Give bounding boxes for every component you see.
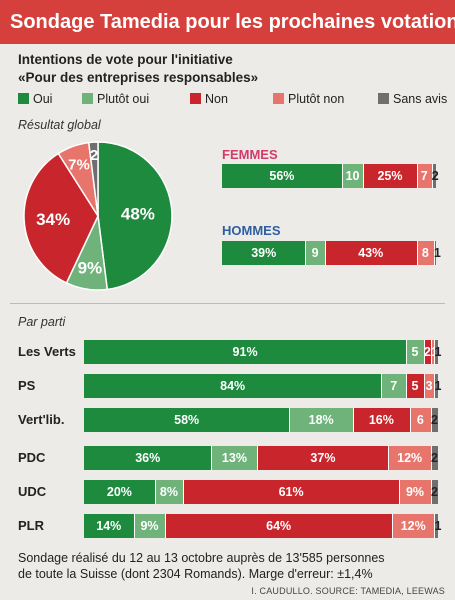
bar-segment-sans-avis: 1 [434, 340, 441, 364]
legend-item-sans-avis: Sans avis [378, 92, 447, 106]
bar-segment-sans-avis: 2 [430, 446, 438, 470]
party-label-udc: UDC [18, 484, 47, 499]
section-divider [10, 303, 445, 304]
pie-label-plutot-non: 7% [68, 156, 90, 173]
party-bar-pdc: 36% 13% 37% 12% 2 [84, 446, 444, 470]
bar-segment-plutot-non: 7 [416, 164, 432, 188]
party-label-pdc: PDC [18, 450, 46, 465]
bar-segment-oui: 20% [84, 480, 155, 504]
bar-segment-plutot-oui: 10 [341, 164, 364, 188]
bar-segment-plutot-oui: 18% [289, 408, 354, 432]
chart-title: Sondage Tamedia pour les prochaines vota… [0, 0, 455, 44]
legend-label: Sans avis [393, 92, 448, 106]
bar-segment-oui: 58% [84, 408, 290, 432]
bar-segment-non: 61% [183, 480, 400, 504]
bar-segment-oui: 84% [84, 374, 382, 398]
bar-segment-non: 16% [353, 408, 410, 432]
bar-segment-non: 37% [257, 446, 389, 470]
question-line-2: «Pour des entreprises responsables» [18, 70, 259, 85]
bar-segment-sans-avis: 2 [431, 164, 439, 188]
hommes-label: HOMMES [222, 223, 281, 238]
legend-label: Plutôt oui [97, 92, 150, 106]
party-bar-les-verts: 91%5211 [84, 340, 444, 364]
bar-segment-plutot-oui: 13% [211, 446, 258, 470]
hommes-bar: 39% 9 43% 8 1 [222, 241, 442, 265]
footnote: Sondage réalisé du 12 au 13 octobre aupr… [18, 550, 448, 582]
bar-segment-non: 25% [363, 164, 417, 188]
legend-swatch [190, 93, 201, 104]
bar-segment-sans-avis: 1 [433, 241, 441, 265]
bar-segment-non: 5 [406, 374, 424, 398]
legend-label: Oui [33, 92, 53, 106]
bar-segment-plutot-oui: 8% [154, 480, 184, 504]
global-result-label: Résultat global [18, 118, 101, 132]
bar-segment-non: 64% [165, 514, 392, 538]
bar-segment-plutot-non: 1 [430, 340, 438, 364]
legend-swatch [82, 93, 93, 104]
bar-segment-plutot-non: 9% [399, 480, 431, 504]
bar-segment-sans-avis: 1 [434, 514, 441, 538]
legend-label: Plutôt non [288, 92, 345, 106]
bar-segment-sans-avis: 2 [430, 408, 438, 432]
party-label-ps: PS [18, 378, 36, 393]
bar-segment-oui: 14% [84, 514, 134, 538]
legend-item-plutot-oui: Plutôt oui [82, 92, 149, 106]
bar-segment-sans-avis: 1 [434, 374, 441, 398]
bar-segment-sans-avis: 2 [430, 480, 438, 504]
legend-item-oui: Oui [18, 92, 52, 106]
global-pie-chart: 48% 9% 34% 7%2 [23, 141, 173, 291]
legend-label: Non [205, 92, 228, 106]
footnote-line-2: de toute la Suisse (dont 2304 Romands). … [18, 567, 373, 581]
bar-segment-oui: 56% [222, 164, 342, 188]
footnote-line-1: Sondage réalisé du 12 au 13 octobre aupr… [18, 551, 385, 565]
bar-segment-plutot-oui: 9 [305, 241, 325, 265]
party-section-label: Par parti [18, 315, 66, 329]
party-bar-udc: 20% 8% 61% 9% 2 [84, 480, 444, 504]
bar-segment-oui: 36% [84, 446, 212, 470]
bar-segment-non: 43% [324, 241, 417, 265]
legend: Oui Plutôt oui Non Plutôt non Sans avis [18, 92, 455, 108]
party-bar-plr: 14% 9% 64% 12% 1 [84, 514, 444, 538]
question-line-1: Intentions de vote pour l'initiative [18, 52, 233, 67]
bar-segment-oui: 39% [222, 241, 306, 265]
bar-segment-oui: 91% [84, 340, 407, 364]
pie-label-sans-avis: 2 [90, 147, 98, 164]
bar-segment-plutot-non: 6 [409, 408, 431, 432]
bar-segment-plutot-non: 8 [416, 241, 434, 265]
pie-slice-sans-avis [87, 141, 99, 217]
legend-swatch [378, 93, 389, 104]
bar-segment-non: 2 [423, 340, 431, 364]
femmes-bar: 56% 10 25% 7 2 [222, 164, 442, 188]
legend-item-non: Non [190, 92, 228, 106]
pie-label-non: 34% [36, 210, 70, 229]
bar-segment-plutot-non: 12% [391, 514, 435, 538]
pie-label-oui: 48% [121, 204, 155, 223]
party-bar-vert-lib: 58% 18% 16% 6 2 [84, 408, 444, 432]
pie-slice-non [23, 152, 99, 284]
party-label-les-verts: Les Verts [18, 344, 76, 359]
source-credit: I. CAUDULLO. SOURCE: TAMEDIA, LEEWAS [251, 586, 445, 596]
legend-swatch [273, 93, 284, 104]
legend-item-plutot-non: Plutôt non [273, 92, 344, 106]
bar-segment-plutot-non: 12% [388, 446, 431, 470]
bar-segment-plutot-non: 3 [423, 374, 435, 398]
party-label-vert-lib: Vert'lib. [18, 412, 65, 427]
pie-label-plutot-oui: 9% [78, 258, 103, 277]
pie-slice-oui [97, 141, 173, 291]
party-label-plr: PLR [18, 518, 44, 533]
bar-segment-plutot-oui: 9% [133, 514, 166, 538]
party-bar-ps: 84% 7 5 3 1 [84, 374, 444, 398]
bar-segment-plutot-oui: 7 [381, 374, 407, 398]
legend-swatch [18, 93, 29, 104]
femmes-label: FEMMES [222, 147, 278, 162]
bar-segment-plutot-oui: 5 [406, 340, 424, 364]
